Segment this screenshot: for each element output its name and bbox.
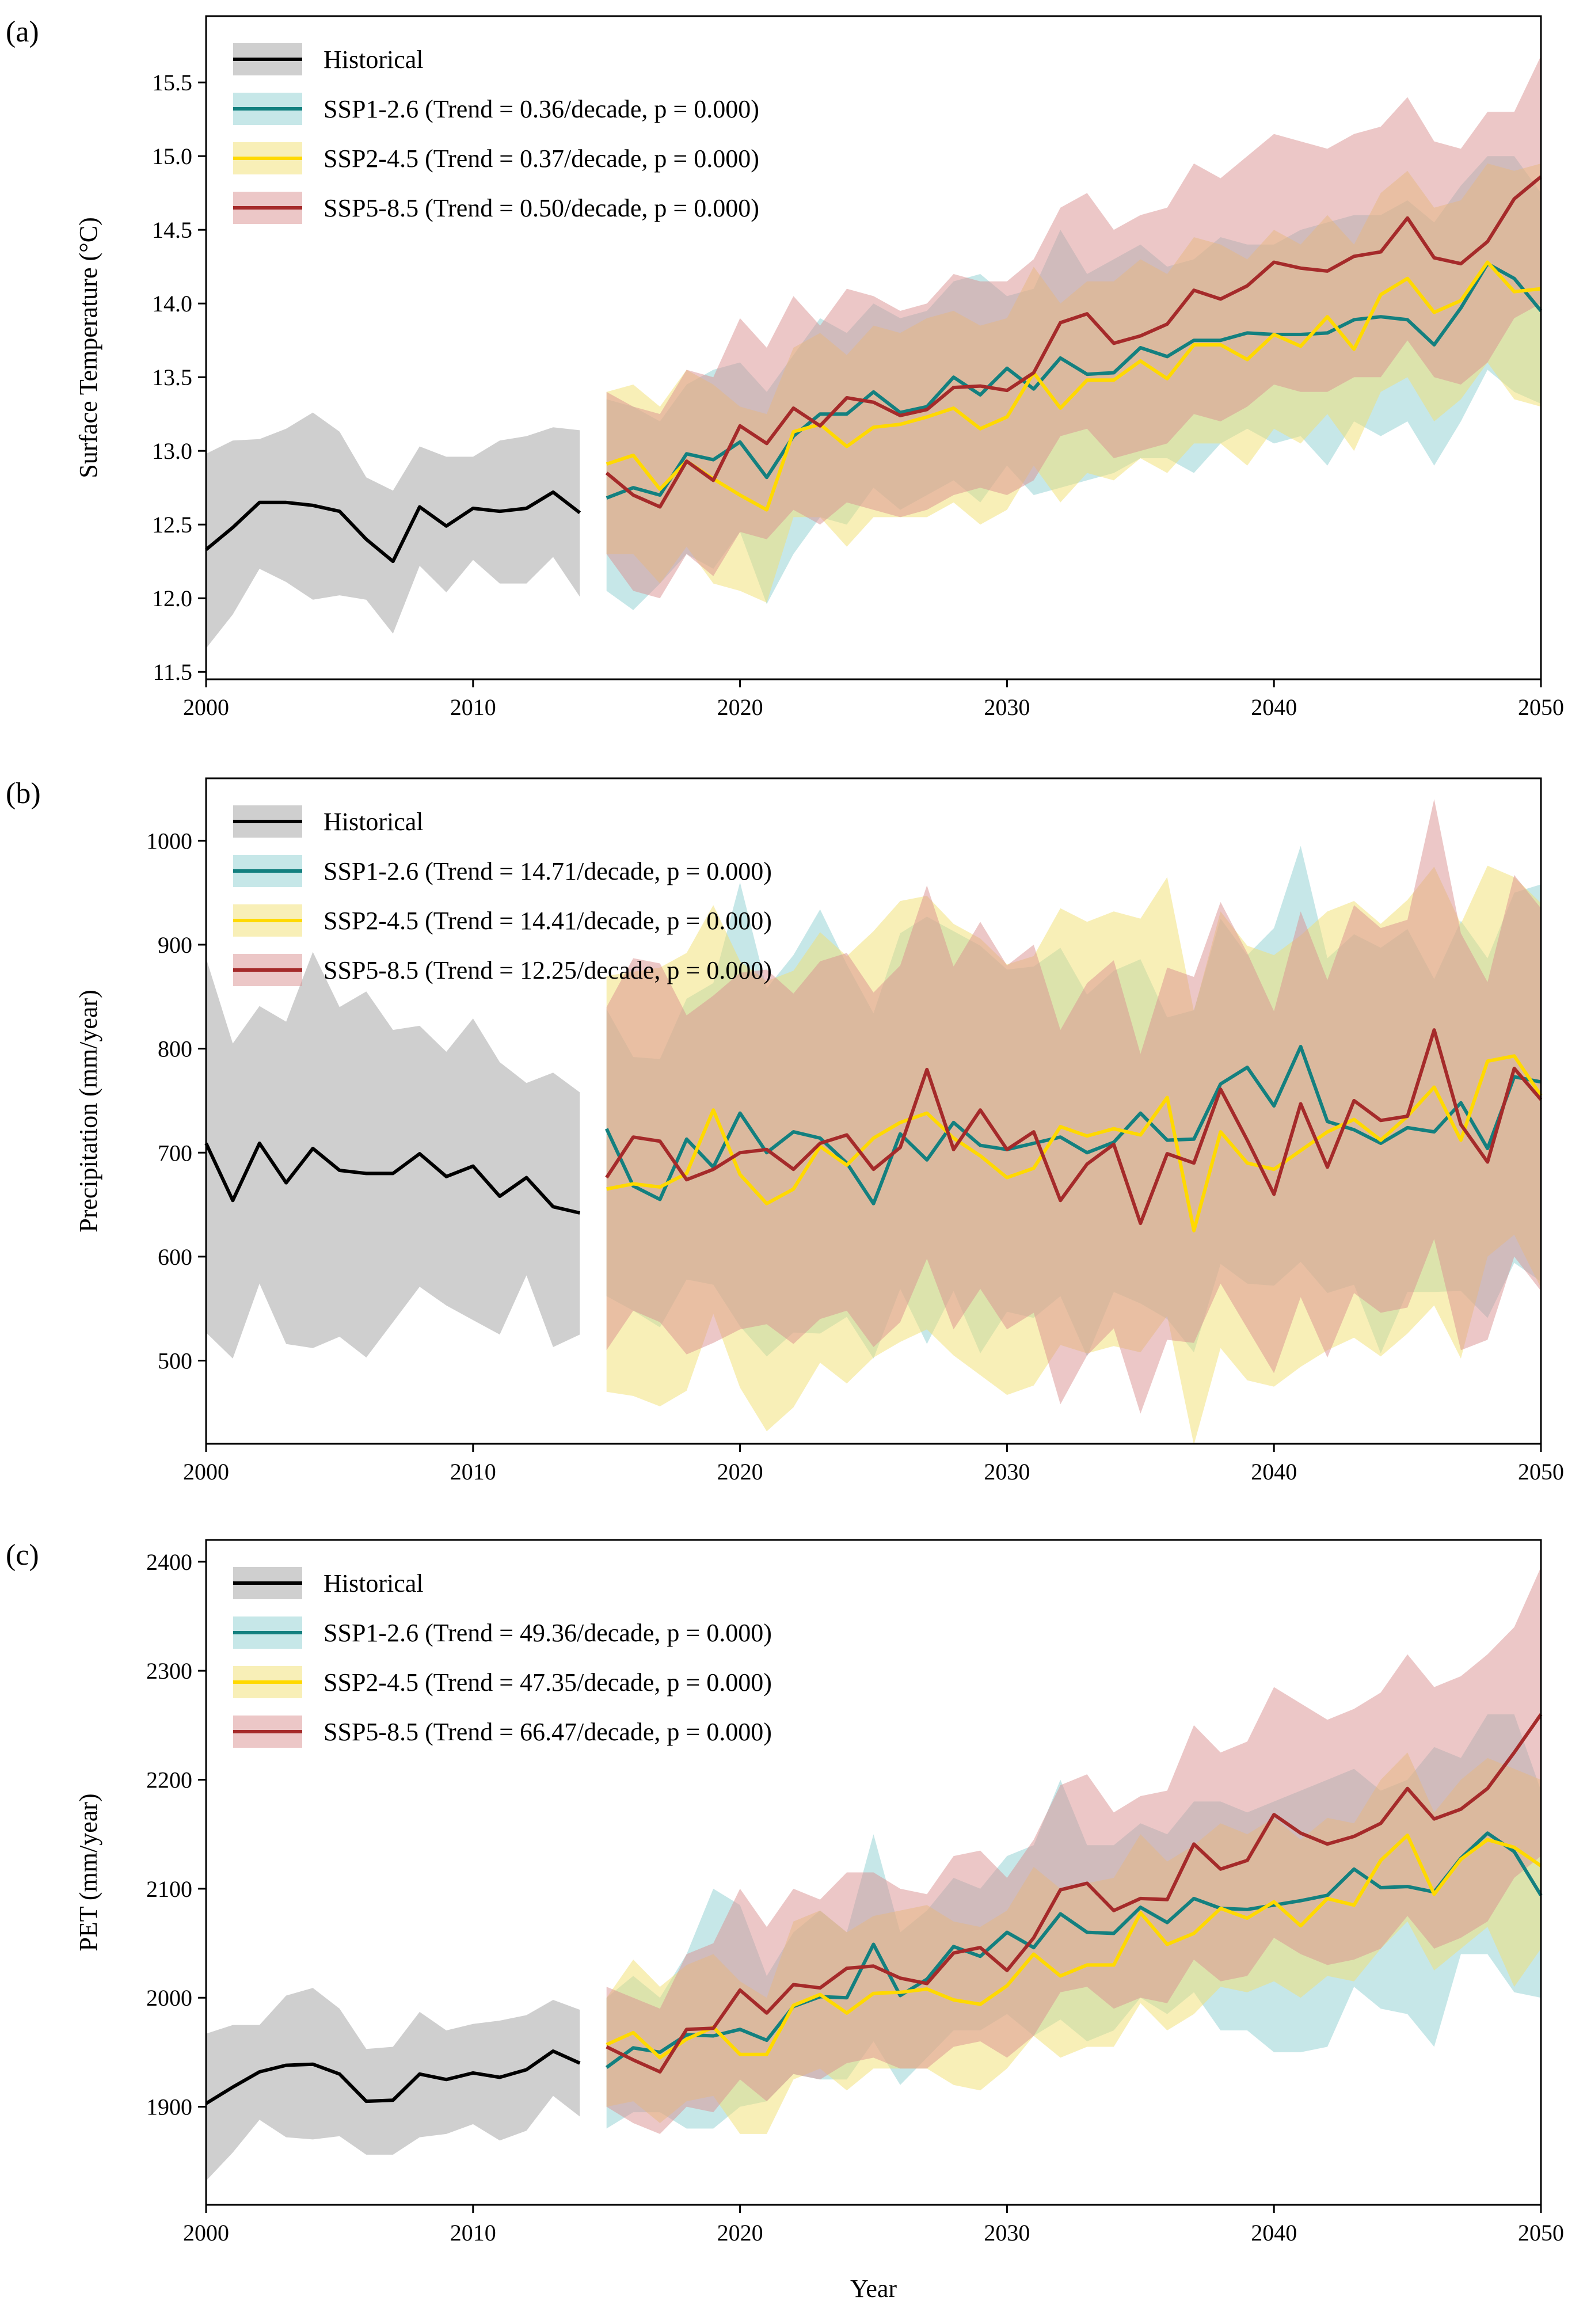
- legend-label: SSP1-2.6 (Trend = 0.36/decade, p = 0.000…: [324, 95, 759, 123]
- y-tick-label: 14.5: [152, 217, 192, 243]
- x-tick-label: 2010: [450, 1459, 496, 1485]
- x-tick-label: 2040: [1251, 1459, 1297, 1485]
- y-tick-label: 2400: [146, 1549, 192, 1575]
- panel-tag: (a): [6, 16, 39, 48]
- y-tick-label: 700: [158, 1140, 192, 1166]
- series-line-ssp1-2.6: [606, 262, 1543, 500]
- legend-label: Historical: [324, 1569, 424, 1597]
- x-tick-label: 2030: [984, 2220, 1030, 2246]
- x-tick-label: 2030: [984, 1459, 1030, 1485]
- legend-label: SSP5-8.5 (Trend = 66.47/decade, p = 0.00…: [324, 1718, 772, 1746]
- y-tick-label: 11.5: [153, 659, 192, 685]
- y-tick-label: 12.0: [152, 585, 192, 611]
- range-band-ssp5-8.5: [606, 1567, 1541, 2134]
- plot-frame: [205, 777, 1542, 1445]
- series-line-historical: [205, 490, 581, 564]
- x-tick-label: 2000: [183, 694, 229, 720]
- series-line-historical: [205, 2049, 581, 2105]
- x-tick-label: 2040: [1251, 2220, 1297, 2246]
- panel-tag: (c): [6, 1539, 39, 1572]
- y-tick-label: 900: [158, 932, 192, 958]
- y-tick-label: 13.5: [152, 364, 192, 390]
- legend-label: Historical: [324, 808, 424, 836]
- x-tick-label: 2020: [717, 1459, 763, 1485]
- y-tick-label: 2100: [146, 1876, 192, 1902]
- y-tick-label: 800: [158, 1036, 192, 1062]
- y-axis-label: Precipitation (mm/year): [74, 990, 102, 1233]
- range-band-historical: [206, 1988, 580, 2181]
- y-tick-label: 1900: [146, 2094, 192, 2120]
- x-tick-label: 2040: [1251, 694, 1297, 720]
- y-tick-label: 12.5: [152, 512, 192, 538]
- y-tick-label: 1000: [146, 828, 192, 854]
- y-tick-label: 14.0: [152, 291, 192, 317]
- panel-2: (b) 2000 2010 2020 2030 2040 2050 500 600 700 800 9…: [6, 777, 1564, 1485]
- y-tick-label: 15.5: [152, 70, 192, 96]
- panel-tag: (b): [6, 777, 41, 810]
- y-tick-label: 15.0: [152, 143, 192, 169]
- panel-1: (a) 2000 2010 2020 2030 2040 2050 11.5 12.0 12.5 1…: [6, 15, 1564, 720]
- x-axis-label: Year: [850, 2274, 897, 2303]
- y-tick-label: 2300: [146, 1658, 192, 1684]
- legend-label: SSP1-2.6 (Trend = 49.36/decade, p = 0.00…: [324, 1619, 772, 1647]
- range-band-historical: [206, 952, 580, 1359]
- y-tick-label: 13.0: [152, 438, 192, 464]
- legend-label: SSP5-8.5 (Trend = 0.50/decade, p = 0.000…: [324, 194, 759, 222]
- series-line-ssp2-4.5: [606, 260, 1542, 512]
- series-line-historical: [204, 1142, 580, 1215]
- series-line-ssp1-2.6: [604, 1045, 1542, 1205]
- x-tick-label: 2030: [984, 694, 1030, 720]
- x-tick-label: 2050: [1518, 2220, 1564, 2246]
- range-band-ssp5-8.5: [606, 56, 1541, 599]
- series-line-ssp2-4.5: [606, 1054, 1543, 1233]
- legend-label: SSP1-2.6 (Trend = 14.71/decade, p = 0.00…: [324, 857, 772, 885]
- legend: Historical SSP1-2.6 (Trend = 14.71/decade…: [233, 805, 772, 986]
- plot-frame: [205, 1539, 1542, 2206]
- y-tick-label: 500: [158, 1348, 192, 1374]
- y-tick-label: 600: [158, 1244, 192, 1270]
- legend: Historical SSP1-2.6 (Trend = 49.36/decade…: [233, 1567, 772, 1748]
- legend-label: SSP5-8.5 (Trend = 12.25/decade, p = 0.00…: [324, 956, 772, 984]
- legend-label: SSP2-4.5 (Trend = 47.35/decade, p = 0.00…: [324, 1668, 772, 1697]
- series-line-ssp5-8.5: [605, 1028, 1543, 1226]
- series-line-ssp2-4.5: [606, 1834, 1542, 2060]
- x-tick-label: 2020: [717, 2220, 763, 2246]
- legend: Historical SSP1-2.6 (Trend = 0.36/decade,…: [233, 43, 759, 224]
- legend-label: SSP2-4.5 (Trend = 14.41/decade, p = 0.00…: [324, 907, 772, 935]
- x-tick-label: 2000: [183, 1459, 229, 1485]
- series-line-ssp1-2.6: [605, 1831, 1543, 2069]
- panel-3: (c) 2000 2010 2020 2030 2040 2050 1900 2000 2100 2…: [6, 1539, 1564, 2303]
- range-band-historical: [206, 412, 580, 649]
- x-tick-label: 2000: [183, 2220, 229, 2246]
- x-tick-label: 2010: [450, 2220, 496, 2246]
- y-tick-label: 2200: [146, 1767, 192, 1793]
- x-tick-label: 2020: [717, 694, 763, 720]
- legend-label: Historical: [324, 45, 424, 74]
- series-line-ssp5-8.5: [606, 1713, 1543, 2074]
- x-tick-label: 2050: [1518, 694, 1564, 720]
- y-axis-label: PET (mm/year): [74, 1793, 102, 1951]
- series-line-ssp5-8.5: [605, 175, 1542, 509]
- y-tick-label: 2000: [146, 1985, 192, 2011]
- plot-frame: [205, 15, 1542, 680]
- range-band-ssp5-8.5: [606, 799, 1541, 1414]
- y-axis-label: Surface Temperature (°C): [74, 217, 102, 478]
- legend-label: SSP2-4.5 (Trend = 0.37/decade, p = 0.000…: [324, 144, 759, 173]
- x-tick-label: 2050: [1518, 1459, 1564, 1485]
- x-tick-label: 2010: [450, 694, 496, 720]
